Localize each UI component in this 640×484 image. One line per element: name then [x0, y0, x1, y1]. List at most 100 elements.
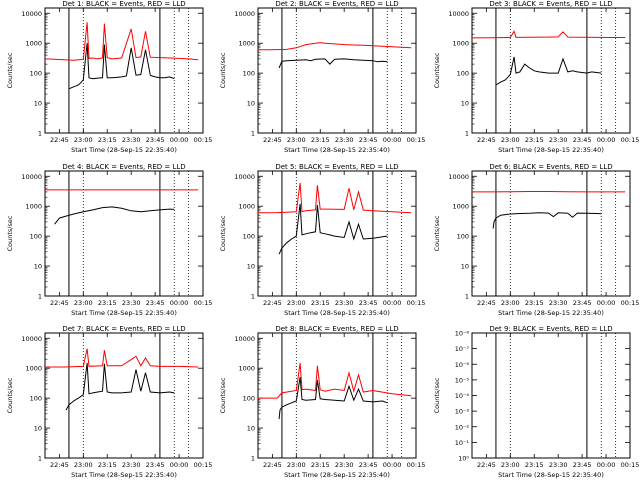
- x-tick-label: 23:30: [549, 461, 568, 469]
- x-tick-label: 23:45: [573, 461, 592, 469]
- x-tick-label: 00:00: [597, 136, 616, 144]
- x-tick-label: 22:45: [50, 299, 69, 307]
- y-axis-label: Counts/sec: [219, 52, 227, 88]
- events-series-line: [496, 57, 601, 85]
- x-tick-label: 23:00: [501, 299, 520, 307]
- x-tick-label: 23:15: [311, 299, 330, 307]
- lld-series-line: [258, 183, 411, 213]
- x-tick-label: 00:00: [383, 299, 402, 307]
- y-tick-label: 10000: [234, 173, 255, 181]
- x-tick-label: 23:30: [549, 136, 568, 144]
- lld-series-line: [258, 363, 411, 398]
- x-axis-label: Start Time (28-Sep-15 22:35:40): [498, 146, 604, 154]
- events-series-line: [66, 363, 174, 410]
- chart-title: Det 6: BLACK = Events, RED = LLD: [489, 163, 612, 171]
- x-tick-label: 23:45: [573, 299, 592, 307]
- y-tick-label: 1000: [238, 40, 255, 48]
- chart-title: Det 3: BLACK = Events, RED = LLD: [489, 0, 612, 8]
- y-tick-label: 1000: [238, 203, 255, 211]
- y-tick-label: 1000: [452, 203, 469, 211]
- chart-title: Det 8: BLACK = Events, RED = LLD: [275, 325, 398, 333]
- y-tick-label: 10⁻¹: [455, 439, 470, 447]
- y-tick-label: 1: [251, 130, 255, 138]
- y-tick-label: 10⁻⁴: [455, 392, 470, 400]
- x-tick-label: 00:15: [621, 136, 640, 144]
- y-tick-label: 10⁻⁶: [455, 361, 470, 369]
- y-tick-label: 10: [461, 100, 469, 108]
- y-axis-label: Counts/sec: [6, 52, 14, 88]
- events-series-line: [493, 213, 601, 229]
- chart-title: Det 5: BLACK = Events, RED = LLD: [275, 163, 398, 171]
- x-tick-label: 23:00: [501, 136, 520, 144]
- x-tick-label: 00:15: [194, 461, 213, 469]
- x-tick-label: 23:00: [501, 461, 520, 469]
- y-tick-label: 10000: [448, 173, 469, 181]
- y-tick-label: 10000: [448, 10, 469, 18]
- y-tick-label: 1: [38, 455, 42, 463]
- x-tick-label: 23:45: [146, 136, 165, 144]
- x-tick-label: 00:00: [597, 299, 616, 307]
- detector-panel-2: Det 2: BLACK = Events, RED = LLD Counts/s…: [219, 0, 425, 154]
- y-tick-label: 1: [38, 130, 42, 138]
- x-tick-label: 22:45: [263, 461, 282, 469]
- lld-series-line: [472, 31, 625, 38]
- y-axis-label: Counts/sec: [433, 215, 441, 251]
- detector-panel-1: Det 1: BLACK = Events, RED = LLD Counts/s…: [6, 0, 212, 154]
- x-tick-label: 22:45: [477, 299, 496, 307]
- x-tick-label: 00:15: [407, 136, 426, 144]
- x-tick-label: 23:15: [525, 461, 544, 469]
- y-tick-label: 100: [243, 233, 255, 241]
- x-tick-label: 00:15: [621, 299, 640, 307]
- x-tick-label: 23:30: [335, 299, 354, 307]
- x-tick-label: 22:45: [263, 136, 282, 144]
- y-tick-label: 1: [465, 130, 469, 138]
- y-tick-label: 10: [247, 100, 255, 108]
- y-tick-label: 100: [30, 70, 42, 78]
- x-tick-label: 23:00: [74, 461, 93, 469]
- y-tick-label: 1000: [25, 203, 42, 211]
- x-tick-label: 00:15: [407, 461, 426, 469]
- x-tick-label: 23:15: [311, 461, 330, 469]
- chart-title: Det 1: BLACK = Events, RED = LLD: [62, 0, 185, 8]
- x-tick-label: 23:30: [122, 299, 141, 307]
- x-tick-label: 00:15: [407, 299, 426, 307]
- x-tick-label: 22:45: [50, 136, 69, 144]
- chart-title: Det 2: BLACK = Events, RED = LLD: [275, 0, 398, 8]
- x-tick-label: 22:45: [50, 461, 69, 469]
- x-tick-label: 00:00: [383, 136, 402, 144]
- detector-panel-9: Det 9: BLACK = Events, RED = LLDCounts/s…: [433, 325, 639, 479]
- x-tick-label: 23:45: [359, 136, 378, 144]
- x-tick-label: 23:30: [549, 299, 568, 307]
- y-tick-label: 10: [34, 263, 42, 271]
- y-axis-label: Counts/sec: [219, 215, 227, 251]
- x-tick-label: 23:00: [74, 136, 93, 144]
- x-tick-label: 00:15: [621, 461, 640, 469]
- x-tick-label: 23:45: [146, 461, 165, 469]
- lld-series-line: [45, 349, 198, 367]
- y-tick-label: 10: [247, 425, 255, 433]
- y-tick-label: 100: [457, 233, 469, 241]
- x-tick-label: 23:15: [98, 299, 117, 307]
- y-tick-label: 10⁻²: [455, 423, 470, 431]
- y-tick-label: 100: [243, 395, 255, 403]
- y-tick-label: 10000: [234, 10, 255, 18]
- x-tick-label: 23:45: [146, 299, 165, 307]
- x-axis-label: Start Time (28-Sep-15 22:35:40): [284, 309, 390, 317]
- x-tick-label: 00:15: [194, 299, 213, 307]
- x-tick-label: 00:00: [597, 461, 616, 469]
- y-tick-label: 1000: [25, 40, 42, 48]
- y-tick-label: 1: [38, 293, 42, 301]
- y-tick-label: 10⁻³: [455, 408, 470, 416]
- y-tick-label: 10⁻⁸: [455, 330, 470, 338]
- x-tick-label: 23:45: [359, 461, 378, 469]
- y-tick-label: 10000: [21, 10, 42, 18]
- x-tick-label: 23:15: [98, 136, 117, 144]
- y-tick-label: 100: [30, 233, 42, 241]
- y-tick-label: 1: [465, 293, 469, 301]
- chart-title: Det 7: BLACK = Events, RED = LLD: [62, 325, 185, 333]
- x-tick-label: 23:30: [335, 461, 354, 469]
- y-tick-label: 10⁻⁵: [455, 376, 470, 384]
- y-axis-label: Counts/sec: [219, 377, 227, 413]
